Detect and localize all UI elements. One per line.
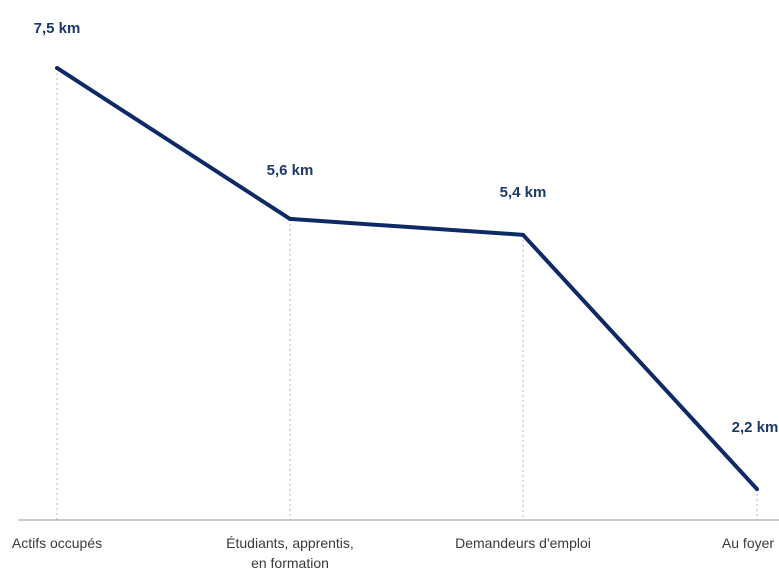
data-label: 2,2 km <box>732 419 779 436</box>
x-tick-label: Demandeurs d'emploi <box>455 535 591 551</box>
x-tick-label: Étudiants, apprentis, en formation <box>226 535 354 571</box>
guide-lines <box>56 67 758 520</box>
x-tick-label-line: Demandeurs d'emploi <box>455 535 591 551</box>
x-tick-label-line: Actifs occupés <box>12 535 102 551</box>
x-tick-label: Au foyer <box>722 535 774 551</box>
data-label: 7,5 km <box>34 20 81 37</box>
x-tick-label: Actifs occupés <box>12 535 102 551</box>
series-line <box>55 66 759 491</box>
data-label: 5,4 km <box>500 184 547 201</box>
data-point <box>55 65 59 70</box>
data-labels: 7,5 km 5,6 km 5,4 km 2,2 km <box>34 20 779 436</box>
data-point <box>521 232 525 237</box>
data-label: 5,6 km <box>267 162 314 179</box>
x-tick-label-line: en formation <box>251 555 329 571</box>
x-tick-labels: Actifs occupés Étudiants, apprentis, en fo… <box>12 535 775 571</box>
data-point <box>288 216 292 221</box>
x-tick-label-line: Au foyer <box>722 535 774 551</box>
x-tick-label-line: Étudiants, apprentis, <box>226 535 354 551</box>
data-point <box>755 487 759 492</box>
